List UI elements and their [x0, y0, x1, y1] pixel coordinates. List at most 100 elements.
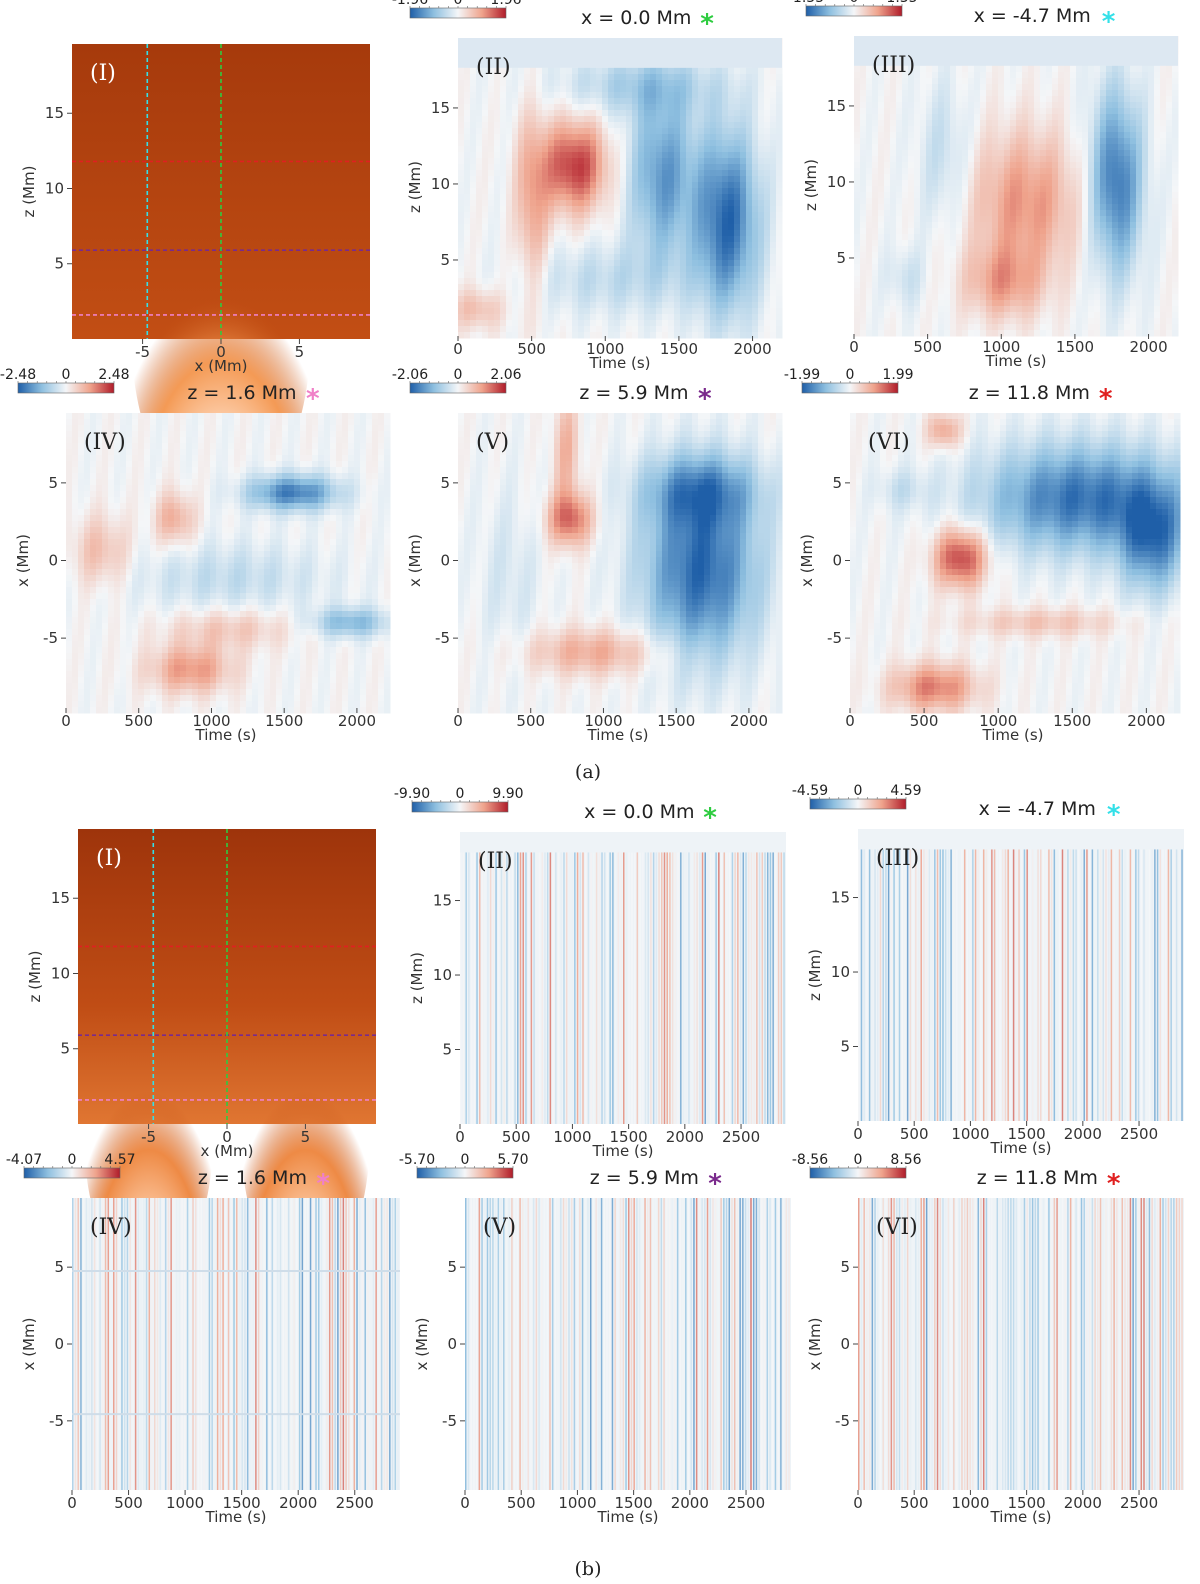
heatmap-cell	[950, 282, 957, 289]
heatmap-cell	[698, 158, 705, 165]
heatmap-cell	[560, 194, 567, 201]
heatmap-cell	[536, 122, 543, 129]
heatmap-cell	[458, 128, 465, 135]
heatmap-cell	[710, 68, 717, 75]
heatmap-cell	[518, 98, 525, 105]
heatmap-cell	[578, 146, 585, 153]
heatmap-cell	[980, 270, 987, 277]
heatmap-cell	[632, 80, 639, 87]
heatmap-cell	[650, 104, 657, 111]
heatmap-cell	[890, 150, 897, 157]
heatmap-cell	[650, 158, 657, 165]
heatmap-cell	[530, 260, 537, 267]
heatmap-cell	[656, 122, 663, 129]
heatmap-cell	[1070, 276, 1077, 283]
heatmap-cell	[1106, 234, 1113, 241]
heatmap-cell	[500, 224, 507, 231]
heatmap-cell	[908, 222, 915, 229]
heatmap-cell	[698, 116, 705, 123]
heatmap-cell	[476, 188, 483, 195]
heatmap-cell	[536, 314, 543, 321]
heatmap-cell	[566, 308, 573, 315]
heatmap-cell	[674, 242, 681, 249]
heatmap-cell	[1022, 138, 1029, 145]
heatmap-cell	[620, 176, 627, 183]
heatmap-cell	[764, 158, 771, 165]
heatmap-cell	[626, 200, 633, 207]
heatmap-cell	[692, 224, 699, 231]
heatmap-cell	[1118, 96, 1125, 103]
heatmap-cell	[1112, 228, 1119, 235]
heatmap-cell	[1130, 216, 1137, 223]
heatmap-cell	[734, 266, 741, 273]
heatmap-cell	[692, 320, 699, 327]
heatmap-cell	[974, 168, 981, 175]
heatmap-cell	[512, 170, 519, 177]
heatmap-cell	[1028, 90, 1035, 97]
heatmap-cell	[614, 284, 621, 291]
heatmap-cell	[560, 254, 567, 261]
heatmap-cell	[458, 236, 465, 243]
heatmap-cell	[704, 272, 711, 279]
heatmap-cell	[596, 242, 603, 249]
heatmap-cell	[1052, 198, 1059, 205]
heatmap-cell	[764, 164, 771, 171]
heatmap-cell	[512, 254, 519, 261]
heatmap-cell	[968, 258, 975, 265]
heatmap-cell	[962, 168, 969, 175]
heatmap-cell	[524, 116, 531, 123]
heatmap-cell	[1100, 150, 1107, 157]
heatmap-cell	[476, 146, 483, 153]
heatmap-cell	[656, 224, 663, 231]
heatmap-cell	[608, 284, 615, 291]
heatmap-cell	[908, 96, 915, 103]
heatmap-cell	[662, 164, 669, 171]
heatmap-cell	[1094, 198, 1101, 205]
heatmap-cell	[944, 246, 951, 253]
heatmap-cell	[1004, 276, 1011, 283]
heatmap-cell	[1118, 186, 1125, 193]
heatmap-cell	[680, 272, 687, 279]
heatmap-cell	[1106, 252, 1113, 259]
heatmap-cell	[614, 278, 621, 285]
heatmap-cell	[770, 110, 777, 117]
heatmap-cell	[482, 200, 489, 207]
heatmap-cell	[488, 242, 495, 249]
heatmap-cell	[458, 98, 465, 105]
heatmap-cell	[992, 156, 999, 163]
heatmap-cell	[650, 320, 657, 327]
heatmap-cell	[980, 150, 987, 157]
heatmap-cell	[1046, 78, 1053, 85]
heatmap-cell	[914, 72, 921, 79]
heatmap-cell	[1082, 204, 1089, 211]
heatmap-cell	[470, 248, 477, 255]
heatmap-cell	[1082, 240, 1089, 247]
heatmap-cell	[1094, 66, 1101, 73]
heatmap-cell	[584, 236, 591, 243]
heatmap-cell	[872, 252, 879, 259]
heatmap-cell	[584, 272, 591, 279]
heatmap-cell	[740, 68, 747, 75]
heatmap-cell	[554, 284, 561, 291]
heatmap-cell	[1076, 168, 1083, 175]
heatmap-cell	[578, 218, 585, 225]
heatmap-cell	[986, 120, 993, 127]
heatmap-cell	[716, 308, 723, 315]
heatmap-cell	[572, 74, 579, 81]
heatmap-cell	[656, 104, 663, 111]
heatmap-cell	[470, 164, 477, 171]
heatmap-cell	[866, 234, 873, 241]
heatmap-cell	[566, 116, 573, 123]
heatmap-cell	[614, 98, 621, 105]
heatmap-cell	[1046, 138, 1053, 145]
heatmap-cell	[566, 164, 573, 171]
heatmap-cell	[1016, 222, 1023, 229]
heatmap-cell	[566, 272, 573, 279]
heatmap-cell	[938, 102, 945, 109]
heatmap-cell	[1130, 78, 1137, 85]
heatmap-cell	[638, 80, 645, 87]
heatmap-cell	[866, 258, 873, 265]
heatmap-cell	[728, 302, 735, 309]
heatmap-cell	[470, 266, 477, 273]
heatmap-cell	[518, 224, 525, 231]
